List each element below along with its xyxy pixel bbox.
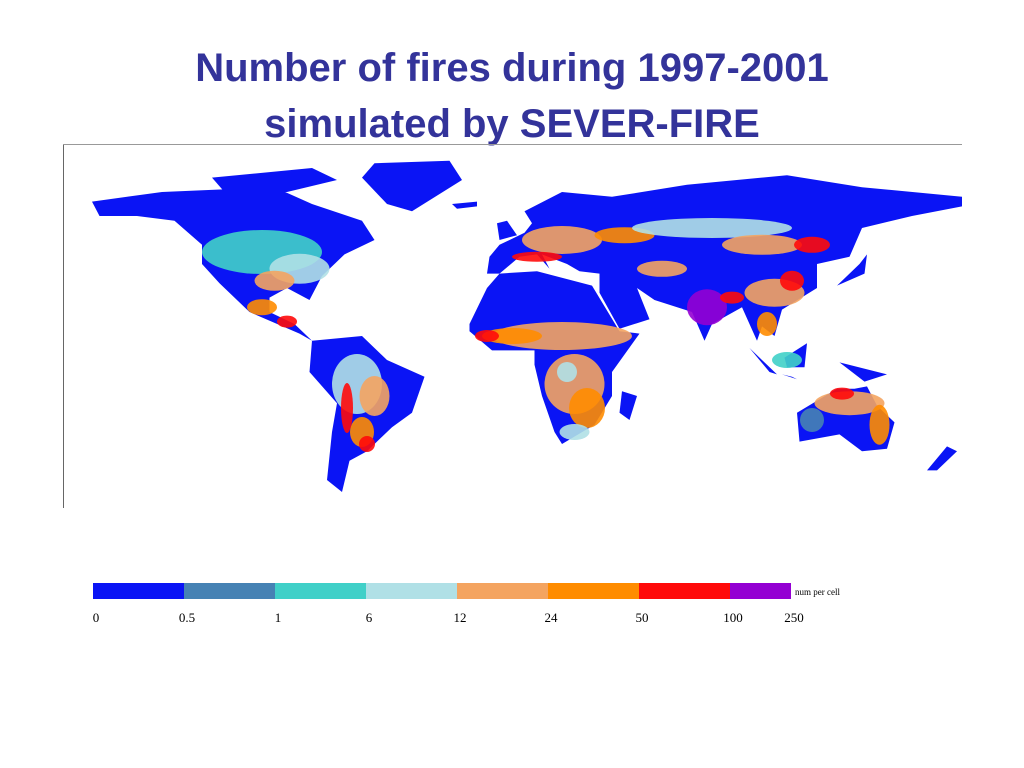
fire-region	[475, 330, 499, 342]
legend-swatch	[457, 583, 548, 599]
legend-swatch	[548, 583, 639, 599]
legend-swatch	[366, 583, 457, 599]
fire-region	[687, 289, 727, 326]
fire-region	[359, 436, 375, 452]
fire-region	[722, 234, 802, 255]
fire-region	[800, 408, 824, 432]
legend-tick-label: 100	[723, 610, 743, 625]
fire-region	[277, 315, 297, 328]
title-line: simulated by SEVER-FIRE	[264, 102, 760, 146]
legend-tick-label: 250	[784, 610, 804, 625]
land	[92, 160, 962, 492]
fire-region	[720, 291, 744, 304]
legend-tick-label: 0.5	[179, 610, 195, 625]
fire-region	[830, 387, 854, 400]
fire-region	[559, 424, 590, 440]
fire-region	[632, 218, 792, 238]
legend-tick-label: 12	[454, 610, 467, 625]
fire-region	[814, 391, 885, 416]
fire-region	[522, 226, 602, 254]
fire-region	[482, 328, 542, 344]
landmass	[487, 175, 962, 341]
landmass	[212, 168, 337, 192]
legend-tick-label: 6	[366, 610, 373, 625]
fire-region	[772, 352, 802, 368]
landmass	[839, 362, 887, 382]
legend-swatch	[275, 583, 366, 599]
landmass	[497, 220, 517, 240]
fire-region	[557, 362, 577, 382]
legend-tick-label: 24	[545, 610, 559, 625]
landmass	[749, 348, 777, 375]
fire-region	[492, 322, 632, 350]
title-line: Number of fires during 1997-2001	[195, 46, 829, 90]
fire-region	[254, 270, 295, 291]
landmass	[619, 391, 637, 420]
fire-region	[637, 260, 687, 277]
fire-region	[780, 270, 804, 291]
legend-unit: num per cell	[795, 587, 840, 597]
fire-region	[247, 299, 277, 316]
legend: 0 0.5 1 6 12 24 50 100 250 num per cell	[93, 583, 840, 625]
landmass	[452, 201, 477, 209]
landmass	[362, 160, 462, 212]
legend-swatch	[639, 583, 730, 599]
legend-swatch	[730, 583, 791, 599]
fire-region	[359, 376, 390, 416]
landmass	[782, 374, 797, 380]
fire-region	[512, 251, 562, 262]
legend-swatch	[93, 583, 184, 599]
landmass	[837, 254, 867, 286]
fire-region	[869, 404, 890, 445]
landmass	[927, 446, 957, 471]
legend-swatch	[184, 583, 275, 599]
legend-tick-label: 1	[275, 610, 282, 625]
legend-tick-label: 50	[636, 610, 649, 625]
fire-region	[569, 388, 605, 428]
fire-region	[341, 383, 353, 433]
fire-region	[757, 312, 777, 336]
fire-region	[794, 236, 830, 253]
legend-tick-label: 0	[93, 610, 100, 625]
